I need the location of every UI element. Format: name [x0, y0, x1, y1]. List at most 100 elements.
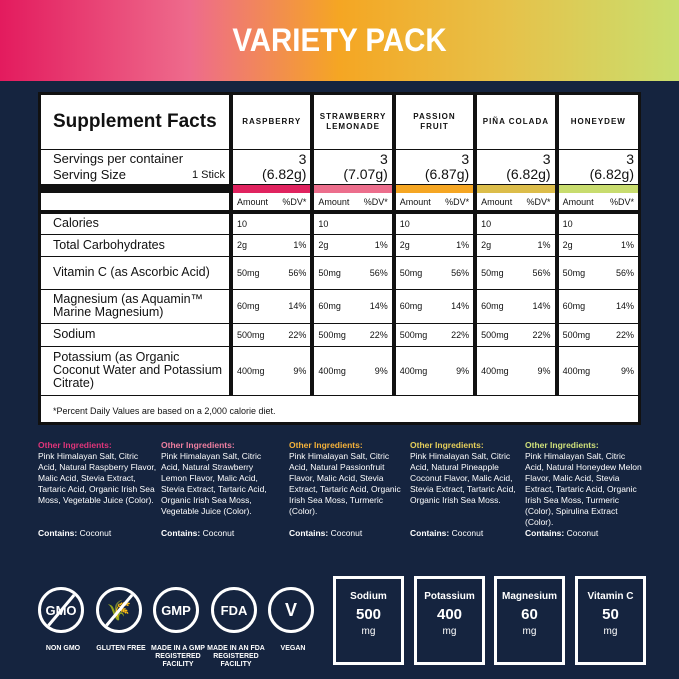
dv-header: %DV*: [526, 196, 551, 207]
nutrient-amount: 60mg: [399, 301, 423, 311]
gluten-free-icon: 🌾: [96, 587, 142, 633]
nutrient-unit: mg: [361, 626, 376, 637]
serving-size: (6.82g): [589, 165, 634, 182]
serving-size: (6.87g): [424, 165, 470, 182]
badge-label: VEGAN: [280, 645, 306, 652]
nutrient-amount: 10: [562, 218, 573, 229]
nutrient-dv: 22%: [532, 329, 551, 340]
nutrient-dv: 1%: [374, 240, 388, 250]
flavor-color-bar: [228, 184, 313, 193]
nutrient-dv: 22%: [615, 329, 634, 340]
nutrient-label: Sodium: [41, 323, 231, 347]
ingredients-text: Pink Himalayan Salt, Citric Acid, Natura…: [525, 451, 642, 527]
ingredients-block: Other Ingredients: Pink Himalayan Salt, C…: [161, 440, 281, 538]
flavor-color-bar: [473, 184, 557, 193]
nutrient-amount: 2g: [318, 240, 329, 250]
vegan-icon: V: [268, 587, 314, 633]
nutrient-dv: 9%: [293, 365, 307, 376]
dv-header: %DV*: [282, 196, 307, 207]
nutrient-label: Total Carbohydrates: [41, 234, 231, 257]
serving-size: (6.82g): [506, 165, 551, 182]
nutrient-dv: 14%: [615, 301, 634, 311]
servings-value: 3: [298, 150, 307, 167]
contains-value: Coconut: [330, 528, 363, 538]
nutrient-amount: 400mg: [399, 365, 428, 376]
nutrient-amount: 2g: [237, 240, 248, 250]
supplement-facts-table: Supplement Facts RASPBERRY STRAWBERRY LEMO…: [41, 95, 638, 396]
nutrient-name: Magnesium: [501, 591, 557, 602]
contains-value: Coconut: [566, 528, 599, 538]
nutrient-label: Potassium (as Organic Coconut Water and …: [41, 346, 231, 396]
contains-label: Contains:: [410, 528, 450, 538]
nutrient-name: Potassium: [424, 591, 475, 602]
ingredients-block: Other Ingredients: Pink Himalayan Salt, C…: [289, 440, 409, 538]
ingredients-block: Other Ingredients: Pink Himalayan Salt, C…: [38, 440, 158, 538]
supplement-facts-panel: Supplement Facts RASPBERRY STRAWBERRY LEMO…: [38, 92, 641, 425]
nutrient-value: 60: [521, 606, 538, 623]
nutrient-amount: 10: [237, 218, 248, 229]
nutrient-amount: 400mg: [237, 365, 265, 376]
ingredients-text: Pink Himalayan Salt, Citric Acid, Natura…: [410, 451, 516, 505]
nutrient-amount: 10: [318, 218, 329, 229]
nutrient-dv: 56%: [615, 267, 634, 278]
dv-header: %DV*: [445, 196, 470, 207]
serving-size: (6.82g): [262, 165, 307, 182]
ingredients-heading: Other Ingredients:: [525, 440, 599, 450]
nutrient-dv: 22%: [369, 329, 388, 340]
nutrient-amount: 50mg: [318, 267, 341, 278]
nutrient-dv: 56%: [288, 267, 307, 278]
servings-value: 3: [542, 150, 551, 167]
nutrient-label: Vitamin C (as Ascorbic Acid): [41, 256, 231, 290]
amount-header: Amount: [562, 196, 594, 207]
flavor-header: PIÑA COLADA: [473, 95, 557, 150]
nutrient-amount: 60mg: [237, 301, 260, 311]
nutrient-highlight-box: Magnesium 60 mg: [494, 576, 565, 665]
divider-bar: [41, 184, 231, 193]
nutrient-amount: 400mg: [481, 365, 509, 376]
nutrient-amount: 60mg: [481, 301, 504, 311]
nutrient-dv: 9%: [620, 365, 634, 376]
banner-title: VARIETY PACK: [232, 22, 447, 58]
nutrient-amount: 2g: [399, 240, 410, 250]
nutrient-amount: 500mg: [481, 329, 509, 340]
amount-header: Amount: [318, 196, 350, 207]
dv-header: %DV*: [609, 196, 634, 207]
nutrient-value: 50: [602, 606, 619, 623]
badge-label: MADE IN AN FDA REGISTERED FACILITY: [207, 645, 265, 668]
contains-label: Contains:: [38, 528, 78, 538]
nutrient-dv: 1%: [293, 240, 307, 250]
nutrient-dv: 14%: [532, 301, 551, 311]
nutrient-amount: 2g: [562, 240, 573, 250]
fda-registered-icon: FDA: [211, 587, 257, 633]
contains-value: Coconut: [451, 528, 484, 538]
nutrient-dv: 14%: [288, 301, 307, 311]
nutrient-dv: 22%: [288, 329, 307, 340]
servings-value: 3: [461, 150, 470, 167]
banner: VARIETY PACK: [0, 0, 679, 81]
nutrient-value: 500: [355, 606, 382, 623]
ingredients-block: Other Ingredients: Pink Himalayan Salt, C…: [410, 440, 530, 538]
flavor-header: STRAWBERRY LEMONADE: [310, 95, 394, 150]
ingredients-block: Other Ingredients: Pink Himalayan Salt, C…: [525, 440, 645, 538]
nutrient-dv: 9%: [456, 365, 470, 376]
badge-label: GLUTEN FREE: [96, 645, 146, 652]
nutrient-amount: 500mg: [399, 329, 428, 340]
nutrient-amount: 50mg: [481, 267, 504, 278]
flavor-color-bar: [391, 184, 476, 193]
ingredients-text: Pink Himalayan Salt, Citric Acid, Natura…: [161, 451, 267, 516]
nutrient-amount: 60mg: [318, 301, 341, 311]
ingredients-text: Pink Himalayan Salt, Citric Acid, Natura…: [38, 451, 157, 505]
nutrient-amount: 10: [399, 218, 410, 229]
nutrient-dv: 14%: [369, 301, 388, 311]
nutrient-dv: 1%: [456, 240, 470, 250]
serving-size-value: 1 Stick: [191, 168, 225, 181]
nutrient-amount: 50mg: [399, 267, 423, 278]
servings-value: 3: [379, 150, 388, 167]
contains-label: Contains:: [525, 528, 565, 538]
contains-value: Coconut: [79, 528, 112, 538]
ingredients-heading: Other Ingredients:: [161, 440, 235, 450]
nutrient-dv: 56%: [532, 267, 551, 278]
ingredients-heading: Other Ingredients:: [410, 440, 484, 450]
servings-value: 3: [626, 150, 634, 167]
nutrient-amount: 500mg: [562, 329, 591, 340]
